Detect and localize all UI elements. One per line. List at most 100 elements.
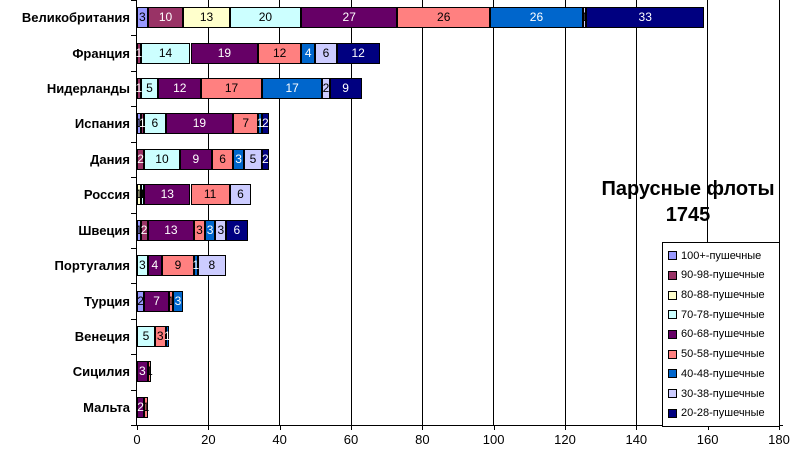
bar-row: 1 5 12 17 17 2 9 bbox=[135, 78, 779, 100]
bar-segment: 7 bbox=[233, 113, 259, 135]
legend-label: 100+-пушечные bbox=[681, 249, 762, 262]
bar-segment-value: 19 bbox=[217, 45, 232, 60]
chart-title-line2: 1745 bbox=[665, 204, 711, 226]
bar-segment: 2 bbox=[140, 219, 148, 241]
legend-swatch bbox=[668, 349, 677, 359]
legend-swatch bbox=[668, 389, 677, 398]
bar-row: 1 1 13 11 6 bbox=[135, 184, 779, 206]
bar-segment: 1 bbox=[193, 255, 199, 277]
x-axis-tick bbox=[351, 426, 352, 430]
bar-segment: 1 bbox=[139, 113, 146, 135]
category-label: Дания bbox=[90, 151, 130, 167]
bar-segment-value: 1 bbox=[135, 45, 143, 60]
legend-swatch bbox=[668, 251, 677, 261]
bar-segment-value: 12 bbox=[351, 45, 365, 60]
bar-segment-value: 14 bbox=[158, 45, 173, 60]
bar-segment: 2 bbox=[137, 148, 145, 170]
x-axis-tick bbox=[208, 426, 210, 430]
bar-segment: 3 bbox=[154, 325, 166, 347]
bar-segment: 19 bbox=[165, 113, 234, 135]
category-label: Португалия bbox=[54, 258, 130, 274]
bar-segment: 3 bbox=[233, 148, 244, 170]
bar-segment: 20 bbox=[229, 7, 302, 29]
category-label: Мальта bbox=[83, 399, 130, 415]
bar-segment: 3 bbox=[137, 361, 148, 383]
bar-segment-value: 9 bbox=[174, 258, 182, 273]
bar-segment: 6 bbox=[315, 42, 337, 64]
bar-segment-value: 26 bbox=[437, 10, 451, 25]
bar-segment: 1 bbox=[163, 325, 171, 347]
gridline bbox=[707, 0, 709, 425]
bar-segment: 2 bbox=[261, 148, 269, 170]
bar-segment: 1 bbox=[257, 113, 263, 135]
category-label: Франция bbox=[72, 45, 130, 61]
bar-segment: 9 bbox=[329, 78, 362, 100]
x-axis-tick-label: 100 bbox=[482, 432, 505, 447]
legend-swatch bbox=[668, 329, 677, 339]
bar-segment: 1 bbox=[135, 42, 143, 64]
legend-swatch bbox=[668, 369, 677, 379]
bar-segment-value: 4 bbox=[304, 45, 312, 60]
bar-segment-value: 1 bbox=[135, 81, 143, 96]
bar-segment-value: 7 bbox=[242, 116, 250, 131]
bar-segment-value: 5 bbox=[146, 81, 153, 96]
bar-segment: 3 bbox=[215, 219, 227, 241]
bar-row: 2 10 9 6 3 5 2 bbox=[137, 148, 779, 170]
gridline bbox=[421, 0, 423, 425]
gridline bbox=[207, 0, 209, 425]
bar-segment-value: 5 bbox=[142, 328, 150, 343]
y-axis-tick bbox=[131, 389, 137, 391]
bar-segment-value: 1 bbox=[135, 187, 143, 202]
bar-segment: 26 bbox=[490, 7, 583, 29]
bar-segment-value: 1 bbox=[163, 328, 171, 343]
bar-segment-value: 3 bbox=[156, 328, 164, 343]
bar-segment-value: 6 bbox=[322, 45, 330, 60]
bar-segment-value: 10 bbox=[158, 10, 173, 25]
x-axis-tick-label: 60 bbox=[343, 432, 359, 447]
bar-segment: 3 bbox=[137, 7, 148, 29]
gridline bbox=[564, 0, 566, 425]
bar-segment-value: 3 bbox=[196, 222, 203, 237]
x-axis-tick-label: 120 bbox=[554, 432, 576, 447]
x-axis-tick-label: 20 bbox=[201, 432, 216, 447]
bar-segment-value: 3 bbox=[217, 222, 225, 237]
y-axis-tick bbox=[131, 35, 137, 37]
bar-segment: 1 bbox=[135, 184, 143, 206]
bar-segment: 12 bbox=[258, 42, 302, 64]
bar-segment: 9 bbox=[161, 255, 195, 277]
legend-item: 40-48-пушечные bbox=[668, 367, 779, 381]
legend-item: 70-78-пушечные bbox=[668, 308, 779, 322]
bar-segment: 1 bbox=[139, 184, 146, 206]
bar-segment: 6 bbox=[229, 184, 252, 206]
bar-segment: 1 bbox=[167, 290, 175, 312]
bar-segment-value: 2 bbox=[262, 116, 269, 131]
chart-title-line1: Парусные флоты bbox=[601, 178, 775, 200]
bar-row: 3 10 13 20 27 26 26 1 33 bbox=[137, 7, 779, 29]
bar-segment-value: 2 bbox=[137, 151, 144, 166]
bar-segment: 19 bbox=[190, 42, 259, 64]
bar-segment: 3 bbox=[194, 219, 205, 241]
bar-segment-value: 9 bbox=[192, 151, 200, 166]
chart-title: Парусные флоты 1745 bbox=[592, 176, 784, 228]
bar-segment-value: 1 bbox=[167, 293, 175, 308]
bar-segment: 5 bbox=[137, 325, 155, 347]
category-label: Нидерланды bbox=[46, 81, 130, 97]
x-axis-tick bbox=[493, 426, 495, 430]
gridline bbox=[279, 0, 281, 425]
x-axis-tick bbox=[279, 426, 281, 430]
bar-segment-value: 9 bbox=[342, 81, 349, 96]
bar-segment-value: 13 bbox=[160, 187, 174, 202]
y-axis-tick bbox=[131, 212, 137, 214]
legend-label: 40-48-пушечные bbox=[681, 367, 765, 380]
legend-swatch bbox=[668, 310, 677, 320]
legend-item: 20-28-пушечные bbox=[668, 406, 779, 420]
bar-segment: 26 bbox=[397, 7, 491, 29]
bar-segment-value: 1 bbox=[139, 116, 146, 131]
category-label: Швеция bbox=[78, 222, 130, 238]
legend-item: 50-58-пушечные bbox=[668, 347, 779, 361]
bar-segment-value: 4 bbox=[151, 258, 159, 273]
bar-segment-value: 12 bbox=[173, 81, 187, 96]
bar-segment-value: 3 bbox=[139, 258, 146, 273]
